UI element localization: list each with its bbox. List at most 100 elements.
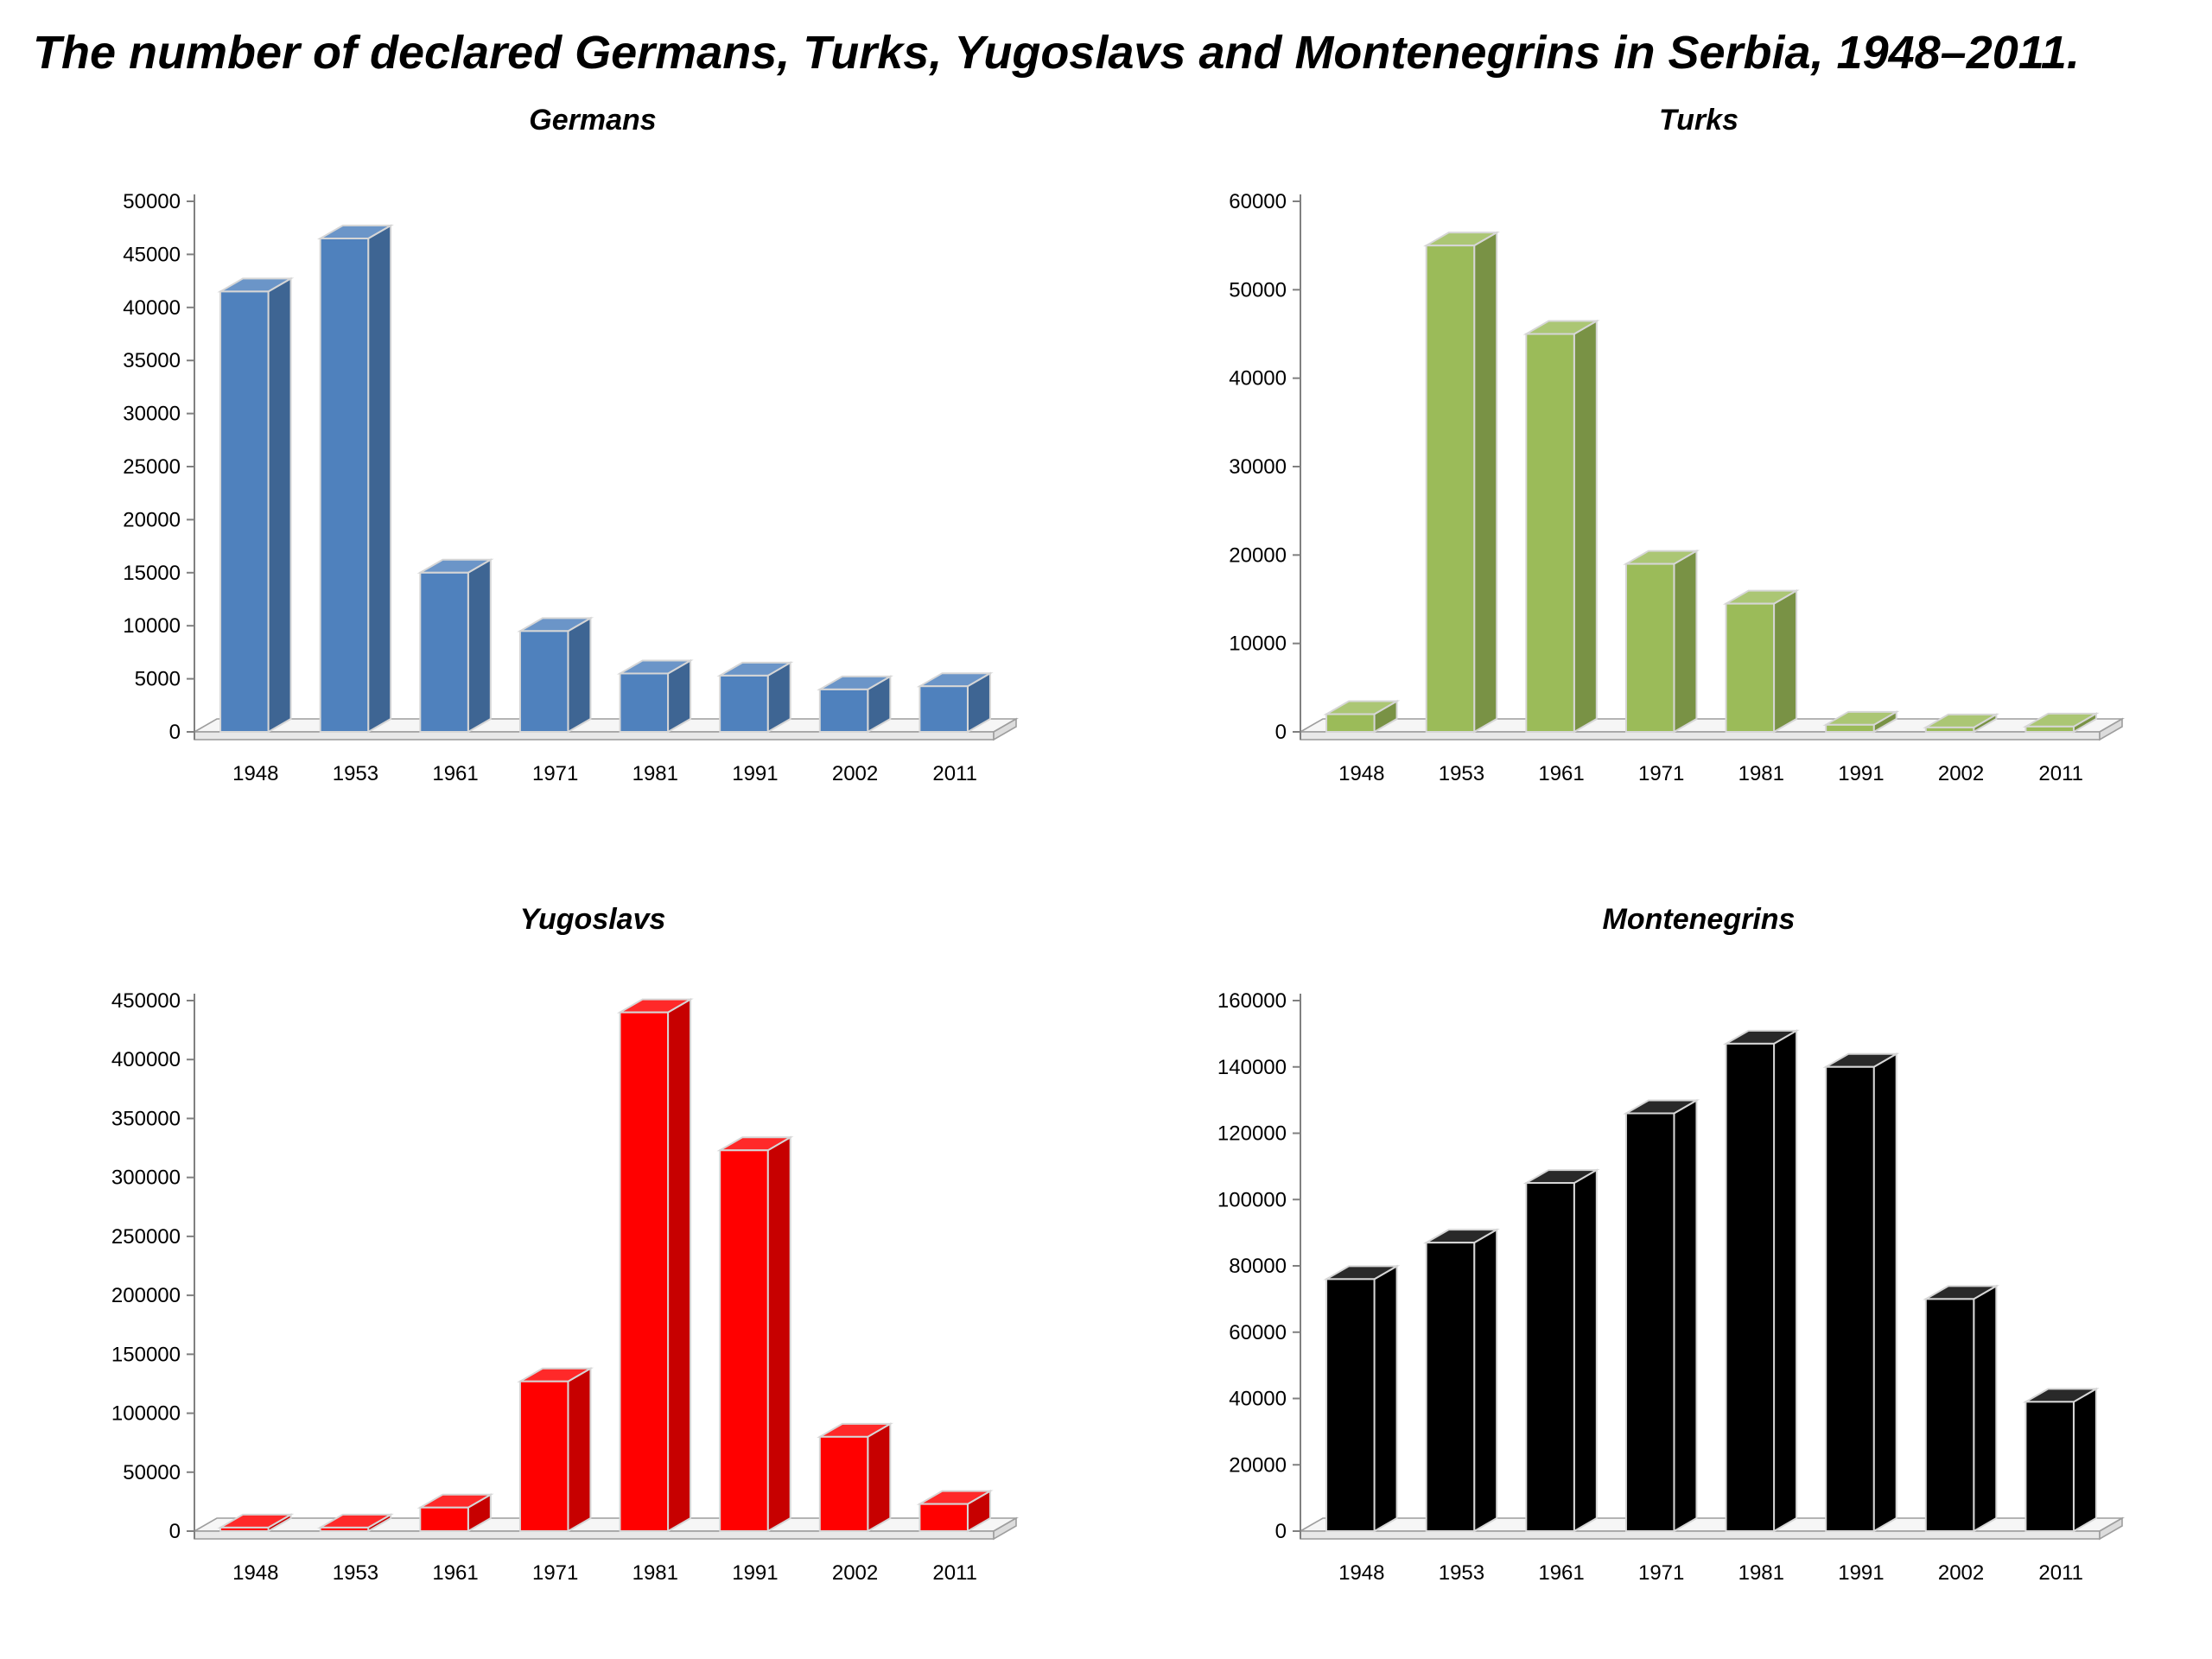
bar-germans-1981 bbox=[616, 658, 694, 734]
bar-turks-1981 bbox=[1722, 588, 1800, 734]
y-tick-label: 400000 bbox=[111, 1048, 181, 1071]
floor-top bbox=[1298, 718, 2125, 733]
x-category-label: 2011 bbox=[932, 1561, 977, 1585]
chart-turks: Turks 0 10000 20000 30000 40000 50000 60000 194… bbox=[1132, 104, 2186, 817]
bar-side-face bbox=[1872, 1052, 1897, 1533]
x-category-label: 1991 bbox=[1838, 1561, 1884, 1585]
x-category-label: 1948 bbox=[232, 762, 278, 785]
y-tick-label: 350000 bbox=[111, 1107, 181, 1130]
bar-front-face bbox=[419, 1506, 469, 1533]
floor-top bbox=[1298, 1517, 2125, 1532]
x-category-label: 1961 bbox=[1538, 1561, 1584, 1585]
bar-front-face bbox=[1624, 1112, 1675, 1532]
y-tick-label: 160000 bbox=[1217, 989, 1287, 1013]
bar-side-face bbox=[467, 558, 492, 734]
bar-side-face bbox=[267, 276, 292, 734]
chart-title-turks: Turks bbox=[1659, 104, 1738, 137]
x-category-label: 1953 bbox=[333, 762, 378, 785]
bar-germans-1991 bbox=[716, 661, 794, 734]
floor-side bbox=[2099, 717, 2123, 741]
y-tick-label: 80000 bbox=[1229, 1255, 1287, 1278]
bar-side-face bbox=[766, 1135, 791, 1533]
bar-montenegrins-1991 bbox=[1822, 1052, 1900, 1533]
x-category-label: 2002 bbox=[832, 762, 878, 785]
bar-side-face bbox=[2072, 1387, 2097, 1533]
bar-front-face bbox=[2024, 1401, 2075, 1533]
x-category-label: 1981 bbox=[632, 1561, 678, 1585]
chart-plot-montenegrins: 0 20000 40000 60000 80000 100000 120000 140000 1… bbox=[1217, 989, 2125, 1585]
bar-side-face bbox=[1973, 1284, 1998, 1533]
bar-front-face bbox=[818, 1435, 869, 1532]
bar-montenegrins-1961 bbox=[1522, 1168, 1600, 1533]
bar-front-face bbox=[1325, 1278, 1376, 1532]
bar-germans-2011 bbox=[916, 671, 994, 734]
floor-side bbox=[993, 1516, 1017, 1541]
x-category-label: 2002 bbox=[1938, 762, 1984, 785]
x-category-label: 1991 bbox=[732, 762, 778, 785]
y-tick-label: 50000 bbox=[123, 1461, 181, 1484]
x-category-label: 1971 bbox=[1638, 762, 1684, 785]
bar-side-face bbox=[367, 224, 392, 734]
y-tick-label: 40000 bbox=[123, 296, 181, 320]
x-category-label: 1961 bbox=[432, 762, 478, 785]
bar-front-face bbox=[1525, 333, 1575, 733]
y-tick-label: 0 bbox=[169, 1520, 181, 1543]
x-category-label: 1981 bbox=[1738, 1561, 1784, 1585]
y-tick-label: 5000 bbox=[135, 668, 181, 691]
bar-side-face bbox=[1673, 549, 1698, 734]
x-category-label: 1953 bbox=[333, 1561, 378, 1585]
y-tick-label: 200000 bbox=[111, 1284, 181, 1307]
bar-yugoslavs-1991 bbox=[716, 1135, 794, 1533]
y-tick-label: 35000 bbox=[123, 349, 181, 372]
x-category-label: 1971 bbox=[532, 762, 578, 785]
bar-front-face bbox=[1825, 723, 1875, 734]
bar-front-face bbox=[219, 290, 270, 733]
x-category-label: 2002 bbox=[1938, 1561, 1984, 1585]
bar-yugoslavs-1971 bbox=[517, 1366, 594, 1533]
bar-montenegrins-2002 bbox=[1923, 1284, 2000, 1533]
bar-germans-1953 bbox=[316, 224, 394, 734]
y-tick-label: 150000 bbox=[111, 1343, 181, 1366]
y-tick-label: 20000 bbox=[1229, 543, 1287, 567]
x-category-label: 1948 bbox=[232, 1561, 278, 1585]
y-tick-label: 15000 bbox=[123, 562, 181, 585]
bar-side-face bbox=[1673, 1098, 1698, 1533]
y-tick-label: 50000 bbox=[123, 190, 181, 213]
bar-turks-1953 bbox=[1422, 231, 1500, 734]
y-tick-label: 60000 bbox=[1229, 190, 1287, 213]
bar-montenegrins-1981 bbox=[1722, 1029, 1800, 1533]
bar-front-face bbox=[619, 1011, 670, 1532]
bar-front-face bbox=[719, 1149, 769, 1532]
bar-front-face bbox=[1425, 245, 1476, 733]
y-tick-label: 30000 bbox=[1229, 455, 1287, 479]
bar-front-face bbox=[1825, 1065, 1875, 1532]
y-tick-label: 100000 bbox=[1217, 1188, 1287, 1211]
y-tick-label: 0 bbox=[169, 721, 181, 744]
y-tick-label: 0 bbox=[1275, 721, 1287, 744]
bar-side-face bbox=[1473, 1228, 1498, 1533]
bar-side-face bbox=[1473, 231, 1498, 734]
bar-front-face bbox=[1525, 1182, 1575, 1532]
x-category-label: 1948 bbox=[1338, 762, 1384, 785]
bar-side-face bbox=[667, 997, 692, 1533]
y-tick-label: 30000 bbox=[123, 403, 181, 426]
bar-front-face bbox=[719, 674, 769, 734]
bar-side-face bbox=[567, 616, 592, 734]
bar-germans-1961 bbox=[416, 558, 494, 734]
y-tick-label: 45000 bbox=[123, 243, 181, 266]
bar-side-face bbox=[1573, 319, 1598, 734]
bar-front-face bbox=[518, 630, 569, 734]
bar-montenegrins-1948 bbox=[1323, 1264, 1401, 1533]
chart-plot-turks: 0 10000 20000 30000 40000 50000 60000 1948 1953 1… bbox=[1229, 190, 2125, 785]
x-category-label: 2011 bbox=[2038, 1561, 2083, 1585]
floor-front bbox=[1300, 731, 2101, 741]
x-category-label: 1991 bbox=[1838, 762, 1884, 785]
bar-front-face bbox=[2024, 725, 2075, 733]
bar-front-face bbox=[1725, 1042, 1776, 1532]
floor-front bbox=[194, 731, 995, 741]
bar-montenegrins-2011 bbox=[2022, 1387, 2100, 1533]
bar-front-face bbox=[219, 1526, 270, 1533]
bar-front-face bbox=[1425, 1242, 1476, 1532]
x-category-label: 1991 bbox=[732, 1561, 778, 1585]
chart-title-montenegrins: Montenegrins bbox=[1602, 903, 1796, 936]
